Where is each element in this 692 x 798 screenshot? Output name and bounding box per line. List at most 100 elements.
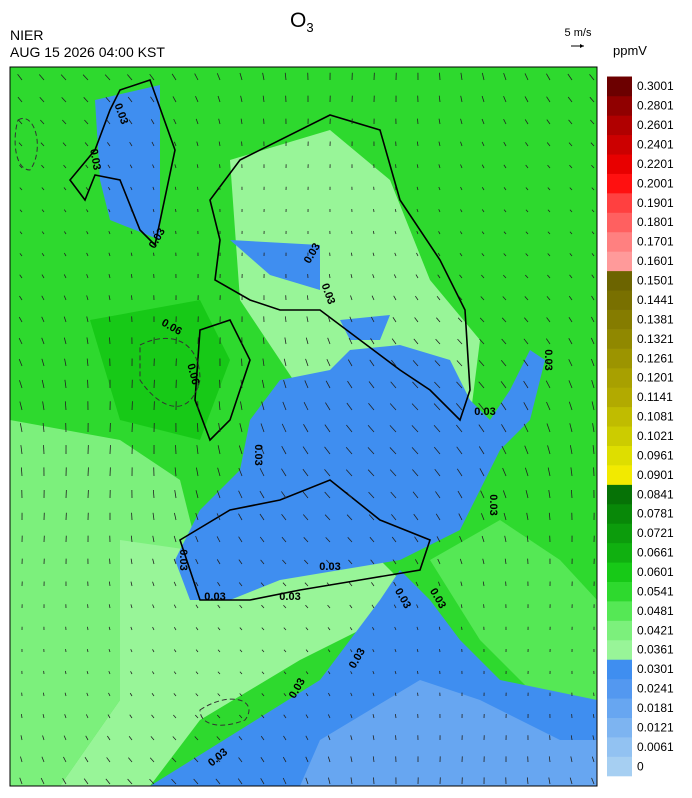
wind-arrow <box>104 74 111 81</box>
wind-arrow <box>283 358 287 367</box>
wind-arrow <box>305 604 309 609</box>
wind-arrow <box>372 671 375 675</box>
wind-arrow <box>64 714 67 719</box>
wind-arrow <box>392 317 397 323</box>
wind-arrow <box>261 401 265 411</box>
wind-arrow <box>259 468 265 477</box>
contour-label: 0.03 <box>87 148 103 171</box>
wind-arrow <box>171 757 177 763</box>
wind-arrow <box>305 756 309 763</box>
wind-arrow <box>85 735 89 741</box>
colorbar-swatch <box>607 95 632 116</box>
colorbar-swatch <box>607 659 632 680</box>
wind-arrow <box>85 714 89 719</box>
wind-arrow <box>306 316 309 323</box>
wind-arrow <box>217 649 221 653</box>
wind-arrow <box>129 714 133 719</box>
colorbar-label: 0.1501 <box>637 274 674 288</box>
wind-arrow <box>83 778 89 785</box>
wind-arrow <box>569 777 573 785</box>
wind-arrow <box>523 402 529 411</box>
wind-arrow <box>41 295 45 301</box>
wind-arrow <box>350 671 353 675</box>
wind-arrow <box>108 649 111 653</box>
wind-arrow <box>324 446 331 455</box>
wind-arrow <box>545 380 551 389</box>
wind-arrow <box>346 402 353 411</box>
wind-arrow <box>84 142 89 147</box>
wind-arrow <box>393 295 397 301</box>
wind-arrow <box>411 425 419 433</box>
wind-arrow <box>238 513 243 521</box>
wind-arrow <box>325 537 331 543</box>
wind-arrow <box>130 230 133 235</box>
map-area <box>10 67 597 786</box>
wind-arrow <box>391 359 397 367</box>
wind-arrow <box>152 649 155 653</box>
wind-arrow <box>108 252 111 257</box>
wind-arrow <box>217 582 221 587</box>
wind-arrow <box>350 692 353 697</box>
wind-arrow <box>591 187 595 191</box>
wind-arrow <box>239 714 243 719</box>
wind-arrow <box>151 141 155 147</box>
wind-arrow <box>240 95 243 103</box>
wind-arrow <box>105 778 111 785</box>
wind-arrow <box>20 735 23 741</box>
contour-label: 0.03 <box>252 444 264 465</box>
wind-arrow <box>129 141 133 147</box>
wind-arrow <box>591 209 595 213</box>
wind-arrow <box>546 317 551 323</box>
colorbar-swatch <box>607 134 632 155</box>
colorbar-label: 0.0961 <box>637 448 674 462</box>
wind-arrow <box>433 425 441 433</box>
wind-arrow <box>150 119 155 125</box>
wind-arrow <box>478 402 485 411</box>
colorbar-swatch <box>607 756 632 777</box>
wind-arrow <box>195 693 199 697</box>
wind-arrow <box>127 74 133 81</box>
wind-arrow <box>433 446 441 455</box>
datetime-label: AUG 15 2026 04:00 KST <box>10 44 165 60</box>
wind-arrow <box>18 358 23 367</box>
wind-arrow <box>106 757 111 763</box>
wind-arrow <box>372 274 375 279</box>
wind-arrow <box>128 757 133 763</box>
wind-arrow <box>569 423 573 433</box>
wind-arrow <box>63 316 67 323</box>
wind-arrow <box>372 735 375 741</box>
wind-arrow <box>108 186 111 191</box>
wind-arrow <box>42 423 45 433</box>
wind-arrow <box>459 536 463 543</box>
wind-arrow <box>216 490 221 499</box>
wind-arrow <box>151 693 155 697</box>
blue-land-region <box>95 85 160 240</box>
wind-arrow <box>456 446 463 455</box>
colorbar-swatch <box>607 542 632 563</box>
wind-arrow <box>456 360 463 367</box>
wind-arrow <box>108 209 111 213</box>
colorbar-label: 0.1261 <box>637 351 674 365</box>
wind-arrow <box>324 469 331 477</box>
wind-arrow <box>152 512 155 521</box>
wind-arrow <box>481 274 485 279</box>
contour-label: 0.03 <box>177 549 189 570</box>
wind-arrow <box>305 692 309 697</box>
wind-arrow <box>503 141 507 147</box>
wind-arrow <box>416 604 419 609</box>
colorbar-swatch <box>607 367 632 388</box>
wind-arrow <box>568 401 573 411</box>
wind-arrow <box>173 714 177 719</box>
wind-arrow <box>173 693 177 697</box>
wind-reference-label: 5 m/s <box>565 27 592 39</box>
wind-arrow <box>18 316 23 323</box>
wind-arrow <box>417 118 419 125</box>
colorbar-label: 0.1801 <box>637 215 674 229</box>
wind-arrow <box>438 231 441 235</box>
wind-arrow <box>481 164 485 169</box>
wind-arrow <box>216 559 221 565</box>
wind-arrow <box>501 338 507 345</box>
wind-arrow <box>238 582 243 587</box>
wind-arrow <box>130 274 133 279</box>
wind-arrow <box>63 337 67 345</box>
